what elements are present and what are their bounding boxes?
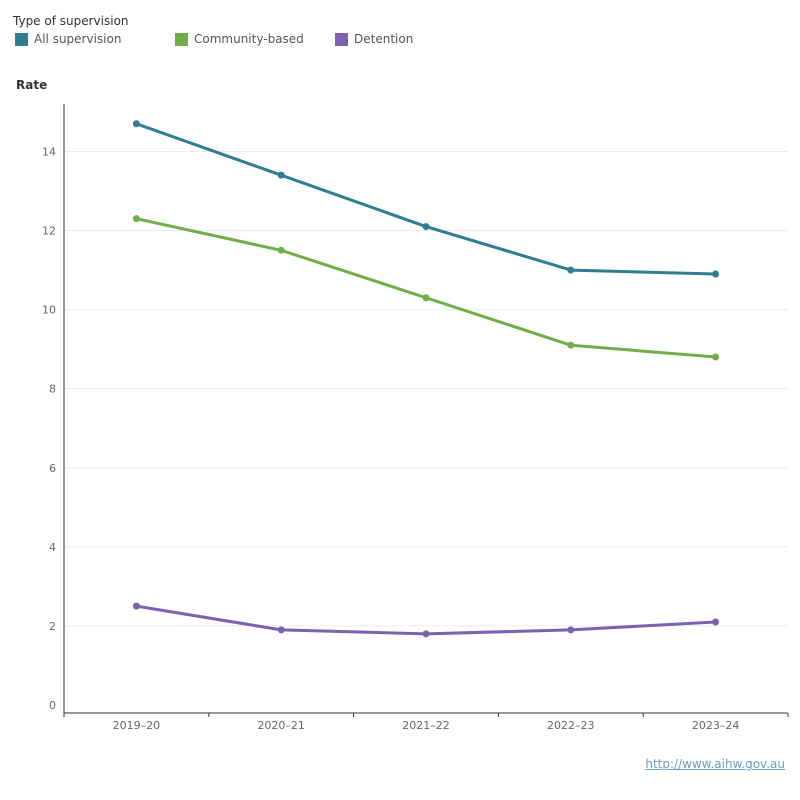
x-tick-label-1: 2020–21	[257, 719, 305, 732]
data-point-community-based-4	[712, 353, 720, 361]
data-point-all-supervision-3	[567, 266, 575, 274]
data-point-detention-4	[712, 618, 720, 626]
y-tick-label-6: 6	[49, 462, 56, 475]
data-point-detention-1	[277, 626, 285, 634]
series-line-detention	[136, 604, 716, 636]
legend-item-detention[interactable]: Detention	[335, 32, 455, 46]
y-tick-label-10: 10	[42, 304, 56, 317]
y-tick-label-8: 8	[49, 383, 56, 396]
legend-title: Type of supervision	[13, 14, 129, 28]
y-tick-label-4: 4	[49, 541, 56, 554]
data-point-all-supervision-4	[712, 270, 720, 278]
x-tick-label-3: 2022–23	[547, 719, 595, 732]
data-point-community-based-3	[567, 341, 575, 349]
legend-label-detention: Detention	[354, 32, 414, 46]
data-point-community-based-0	[132, 215, 140, 223]
data-point-detention-0	[132, 602, 140, 610]
y-tick-label-14: 14	[42, 145, 56, 158]
source-link[interactable]: http://www.aihw.gov.au	[645, 757, 785, 771]
legend: Type of supervision All supervision Comm…	[13, 14, 455, 46]
series-line-all-supervision	[135, 122, 716, 276]
legend-swatch-detention	[335, 32, 348, 46]
legend-swatch-community-based	[175, 32, 188, 46]
y-tick-label-0: 0	[49, 699, 56, 712]
x-tick-label-4: 2023–24	[692, 719, 740, 732]
data-point-detention-3	[567, 626, 575, 634]
legend-label-all-supervision: All supervision	[34, 32, 122, 46]
data-point-all-supervision-2	[422, 223, 430, 231]
data-point-all-supervision-0	[132, 120, 140, 128]
legend-items: All supervision Community-based Detentio…	[13, 32, 455, 46]
data-point-community-based-2	[422, 294, 430, 302]
legend-item-all-supervision[interactable]: All supervision	[13, 32, 175, 46]
legend-label-community-based: Community-based	[194, 32, 304, 46]
data-point-community-based-1	[277, 246, 285, 254]
y-tick-label-12: 12	[42, 225, 56, 238]
y-axis-label: Rate	[16, 78, 48, 92]
data-point-detention-2	[422, 630, 430, 638]
legend-swatch-all-supervision	[15, 32, 28, 46]
y-tick-label-2: 2	[49, 620, 56, 633]
data-point-all-supervision-1	[277, 171, 285, 179]
series-line-community-based	[136, 217, 716, 359]
x-tick-label-0: 2019–20	[113, 719, 161, 732]
x-tick-label-2: 2021–22	[402, 719, 450, 732]
legend-item-community-based[interactable]: Community-based	[175, 32, 335, 46]
